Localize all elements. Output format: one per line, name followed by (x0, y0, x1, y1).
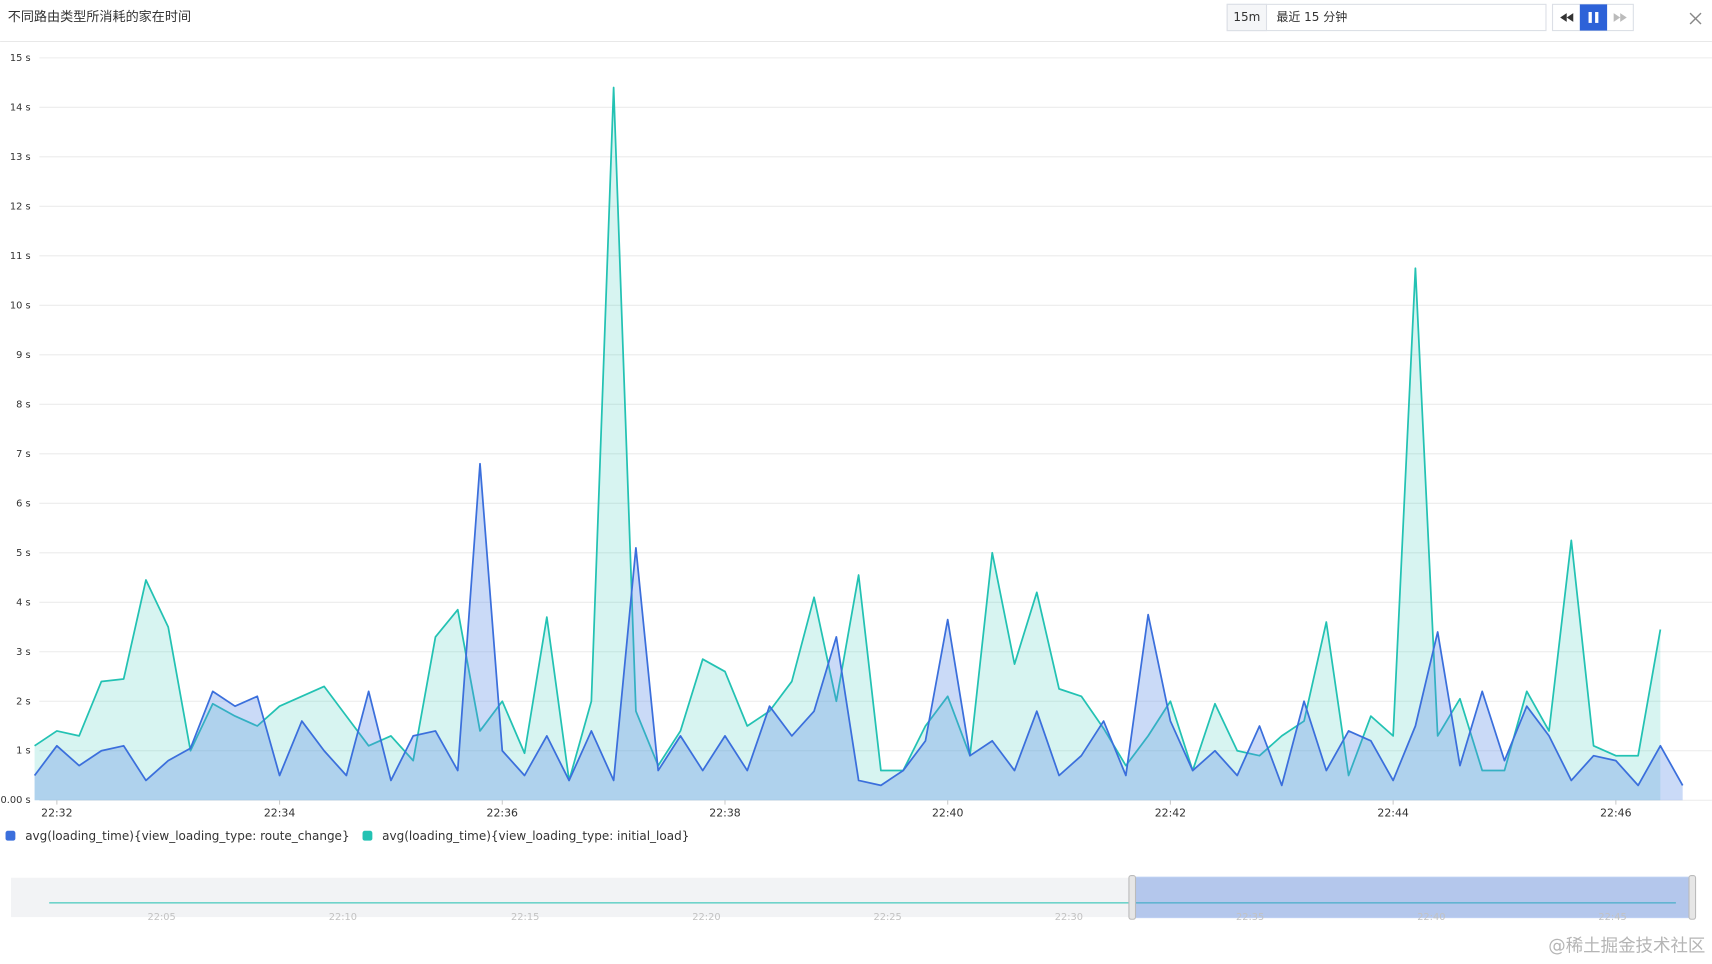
rewind-button[interactable] (1560, 13, 1574, 22)
navigator-handle[interactable] (1128, 875, 1137, 920)
legend-swatch (5, 830, 16, 841)
y-tick-label: 4 s (16, 597, 30, 608)
y-tick-label: 10 s (10, 300, 31, 311)
series-line (33, 462, 1684, 787)
x-tick-label: 22:36 (487, 806, 518, 819)
x-tick-label: 22:40 (932, 806, 963, 819)
legend-swatch (362, 830, 373, 841)
y-tick-label: 0.00 s (1, 795, 31, 806)
range-box[interactable] (1226, 3, 1547, 32)
panel-title: 不同路由类型所消耗的家在时间 (8, 8, 191, 25)
x-tick-label: 22:46 (1600, 806, 1631, 819)
series-area (34, 87, 1661, 801)
y-tick-label: 8 s (16, 399, 30, 410)
navigator-label: 22:05 (148, 912, 176, 923)
y-tick-label: 6 s (16, 498, 30, 509)
navigator-label: 22:10 (329, 912, 357, 923)
y-tick-label: 7 s (16, 449, 30, 460)
y-tick-label: 2 s (16, 696, 30, 707)
range-label[interactable]: 最近 15 分钟 (1276, 9, 1347, 24)
y-tick-label: 12 s (10, 201, 31, 212)
navigator-selection[interactable] (1132, 876, 1693, 919)
navigator-label: 22:20 (692, 912, 720, 923)
navigator-label: 22:25 (874, 912, 902, 923)
x-tick-label: 22:42 (1155, 806, 1186, 819)
watermark: @稀土掘金技术社区 (1548, 937, 1705, 957)
navigator-label: 22:40 (1417, 912, 1445, 923)
navigator-label: 22:30 (1055, 912, 1083, 923)
navigator-label: 22:15 (511, 912, 539, 923)
close-button[interactable] (1689, 12, 1702, 25)
y-tick-label: 13 s (10, 152, 31, 163)
forward-button[interactable] (1613, 13, 1627, 22)
y-tick-label: 3 s (16, 647, 30, 658)
y-tick-label: 11 s (10, 251, 31, 262)
pause-icon (1595, 12, 1599, 23)
x-tick-label: 22:38 (709, 806, 740, 819)
x-tick-label: 22:44 (1377, 806, 1408, 819)
x-tick-label: 22:34 (264, 806, 295, 819)
pause-icon (1588, 12, 1592, 23)
pause-button[interactable] (1579, 4, 1608, 31)
series-area (34, 463, 1683, 801)
navigator-label: 22:45 (1598, 912, 1626, 923)
series-line (34, 86, 1662, 782)
legend-label: avg(loading_time){view_loading_type: ini… (382, 829, 689, 843)
y-tick-label: 5 s (16, 548, 30, 559)
range-short[interactable]: 15m (1233, 10, 1260, 24)
y-tick-label: 15 s (10, 53, 31, 64)
y-tick-label: 1 s (16, 746, 30, 757)
x-tick-label: 22:32 (41, 806, 72, 819)
navigator-handle[interactable] (1688, 875, 1697, 920)
navigator-label: 22:35 (1236, 912, 1264, 923)
legend-label: avg(loading_time){view_loading_type: rou… (25, 829, 349, 843)
y-tick-label: 9 s (16, 350, 30, 361)
y-tick-label: 14 s (10, 102, 31, 113)
range-short-box[interactable] (1226, 3, 1268, 32)
navigator[interactable] (10, 877, 1693, 918)
